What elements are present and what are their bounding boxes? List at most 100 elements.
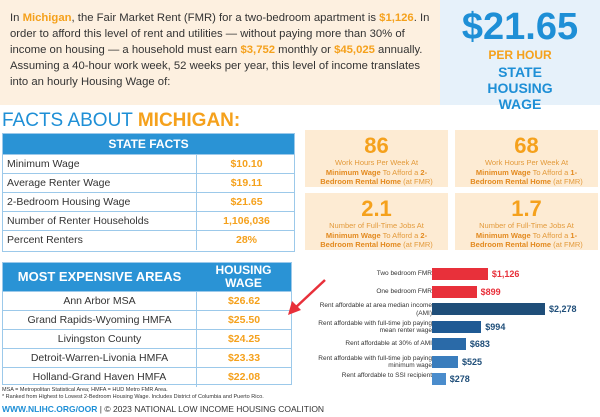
bar	[432, 338, 466, 350]
category-label: Rent affordable at area median income (A…	[319, 302, 432, 317]
table-row: Livingston County $24.25	[3, 329, 291, 349]
row-label: Grand Rapids-Wyoming HMFA	[27, 314, 172, 326]
table-row: Detroit-Warren-Livonia HMFA $23.33	[3, 348, 291, 368]
row-value: $19.11	[196, 174, 296, 193]
table-row: 2-Bedroom Housing Wage $21.65	[3, 192, 294, 212]
stat-text: Minimum Wage To Afford a 2-Bedroom Renta…	[305, 231, 448, 250]
stat-box: 68 Work Hours Per Week At Minimum Wage To …	[455, 130, 598, 187]
table-row: Average Renter Wage $19.11	[3, 173, 294, 193]
intro-text: , the Fair Market Rent (FMR) for a two-b…	[71, 12, 380, 24]
wage-unit: PER HOUR	[488, 48, 552, 62]
areas: MOST EXPENSIVE AREAS HOUSING WAGE Ann Ar…	[2, 262, 292, 387]
row-value: 28%	[196, 231, 296, 250]
stat-text-part: To Afford a	[530, 167, 571, 177]
stat-text-part: (at FMR)	[401, 240, 433, 249]
stat-box: 1.7 Number of Full-Time Jobs At Minimum Wa…	[455, 193, 598, 250]
category-label: One bedroom FMR	[376, 287, 432, 295]
intro: In Michigan, the Fair Market Rent (FMR) …	[0, 0, 440, 105]
intro-text: annually. Assuming a 40-hour work week, …	[10, 44, 423, 88]
row-value: $26.62	[196, 292, 291, 311]
stat-value: 68	[514, 133, 539, 158]
footer-url[interactable]: WWW.NLIHC.ORG/OOR	[2, 404, 98, 414]
value-label: $683	[469, 339, 490, 349]
bar	[432, 285, 477, 298]
row-label: Percent Renters	[7, 234, 83, 246]
facts-title: FACTS ABOUT MICHIGAN:	[2, 110, 240, 132]
footer: WWW.NLIHC.ORG/OOR | © 2023 NATIONAL LOW …	[2, 404, 324, 414]
category-label: Rent affordable with full-time job payin…	[318, 354, 432, 370]
value-label: $1,126	[491, 269, 520, 279]
intro-highlight: $3,752	[240, 44, 276, 56]
table-header: HOUSING WAGE	[196, 263, 291, 291]
table-row: Holland-Grand Haven HMFA $22.08	[3, 367, 291, 387]
bar	[432, 268, 488, 280]
row-value: $22.08	[196, 368, 291, 387]
stat-text-part: Minimum Wage	[325, 167, 381, 177]
stat-value: 1.7	[511, 196, 542, 221]
stat-lead: Number of Full-Time Jobs At	[329, 221, 424, 230]
arrow	[288, 279, 326, 315]
row-value: $23.33	[196, 349, 291, 368]
value-label: $278	[449, 374, 470, 384]
table-row: Ann Arbor MSA $26.62	[3, 291, 291, 311]
wage-label: STATE HOUSING WAGE	[487, 64, 553, 112]
note: MSA = Metropolitan Statistical Area; HMF…	[2, 387, 168, 393]
row-value: $10.10	[196, 155, 296, 174]
note: * Ranked from Highest to Lowest 2-Bedroo…	[2, 394, 264, 400]
stat-text: Minimum Wage To Afford a 1-Bedroom Renta…	[455, 168, 598, 187]
bar	[432, 355, 459, 368]
value-label: $525	[462, 356, 483, 367]
intro-highlight: Michigan	[22, 12, 72, 24]
bar	[432, 373, 446, 385]
row-label: Detroit-Warren-Livonia HMFA	[30, 352, 169, 364]
stat-text-part: 1-Bedroom Rental Home	[470, 230, 578, 250]
stat-text: Minimum Wage To Afford a 2-Bedroom Renta…	[305, 168, 448, 187]
footer-text: | © 2023 NATIONAL LOW INCOME HOUSING COA…	[97, 404, 325, 414]
row-label: Minimum Wage	[7, 158, 80, 170]
row-label: 2-Bedroom Housing Wage	[7, 196, 131, 208]
facts-title-state: MICHIGAN:	[137, 110, 241, 131]
category-label: Rent affordable with full-time job payin…	[318, 319, 432, 335]
stat-lead: Number of Full-Time Jobs At	[479, 221, 574, 230]
stat-text-part: 2-Bedroom Rental Home	[320, 230, 428, 250]
bar	[432, 303, 545, 315]
stat-text-part: (at FMR)	[551, 240, 583, 249]
stat-text-part: Minimum Wage	[325, 230, 381, 240]
stat-text-part: To Afford a	[530, 230, 571, 240]
table-header: MOST EXPENSIVE AREAS	[3, 263, 196, 291]
stat-text: Minimum Wage To Afford a 1-Bedroom Renta…	[455, 231, 598, 250]
intro-highlight: $45,025	[334, 44, 375, 56]
category-label: Rent affordable to SSI recipient	[341, 372, 432, 379]
state-facts: STATE FACTS Minimum Wage $10.10 Average Re…	[2, 133, 295, 252]
row-value: 1,106,036	[196, 212, 296, 231]
stat-text-part: 2-Bedroom Rental Home	[320, 167, 428, 187]
value-label: $2,278	[549, 304, 577, 314]
stat-text-part: 1-Bedroom Rental Home	[470, 167, 578, 187]
wage-value: $21.65	[461, 6, 579, 48]
stat-value: 2.1	[361, 196, 392, 221]
intro-text: monthly or	[275, 44, 335, 56]
notes: MSA = Metropolitan Statistical Area; HMF…	[2, 387, 264, 401]
table-row: Percent Renters 28%	[3, 230, 294, 250]
row-label: Holland-Grand Haven HMFA	[32, 371, 167, 383]
stat-text-part: (at FMR)	[401, 177, 433, 186]
row-label: Average Renter Wage	[7, 177, 111, 189]
row-label: Ann Arbor MSA	[63, 295, 136, 307]
table-row: Number of Renter Households 1,106,036	[3, 211, 294, 231]
stat-text-part: To Afford a	[380, 167, 421, 177]
table-row: Minimum Wage $10.10	[3, 154, 294, 174]
intro-highlight: $1,126	[379, 12, 414, 24]
row-label: Number of Renter Households	[7, 215, 149, 227]
table-row: Grand Rapids-Wyoming HMFA $25.50	[3, 310, 291, 330]
category-label: Rent affordable at 30% of AMI	[345, 340, 432, 347]
stat-text-part: Minimum Wage	[475, 167, 531, 177]
row-value: $21.65	[196, 193, 296, 212]
stat-box: 2.1 Number of Full-Time Jobs At Minimum Wa…	[305, 193, 448, 250]
stat-text-part: Minimum Wage	[475, 230, 531, 240]
category-label: Two bedroom FMR	[376, 270, 432, 277]
value-label: $994	[485, 321, 506, 332]
stat-text-part: To Afford a	[380, 230, 421, 240]
stat-text-part: (at FMR)	[551, 177, 583, 186]
bar	[432, 320, 482, 333]
